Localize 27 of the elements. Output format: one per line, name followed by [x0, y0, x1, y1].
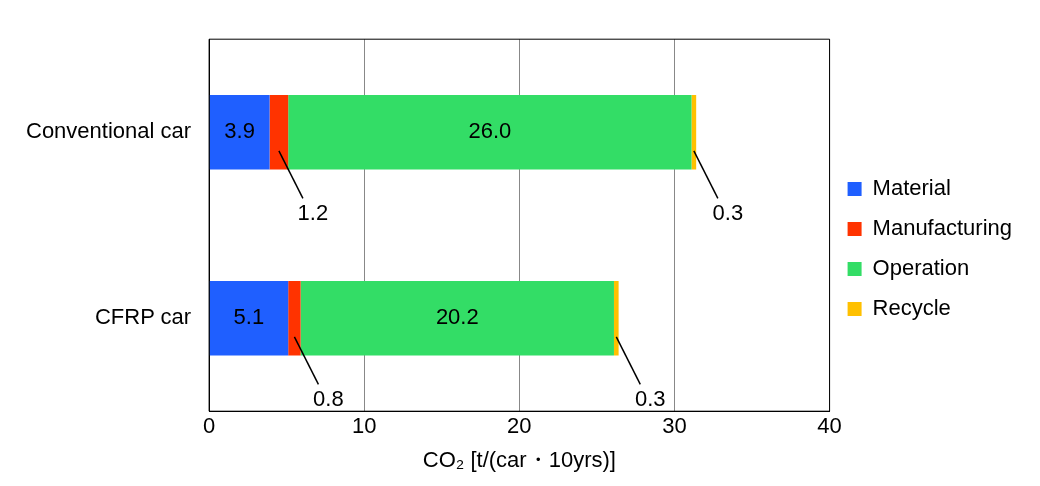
data-label: 1.2	[297, 200, 329, 226]
legend-label: Recycle	[872, 295, 951, 321]
legend-label: Material	[872, 175, 951, 201]
x-tick-label: 20	[507, 413, 532, 439]
legend-label: Manufacturing	[872, 215, 1013, 241]
x-tick-label: 10	[351, 413, 377, 439]
data-label: 3.9	[224, 118, 255, 144]
data-label: 0.8	[313, 386, 344, 412]
bar	[288, 95, 692, 170]
legend-label: Operation	[872, 255, 970, 281]
data-label: 20.2	[435, 304, 479, 330]
bar	[288, 281, 301, 356]
bar	[209, 95, 270, 170]
bar	[209, 281, 289, 356]
y-tick-label: Conventional car	[25, 118, 192, 144]
x-axis-title: CO₂ [t/(car・10yrs)]	[422, 446, 616, 472]
data-label: 5.1	[233, 304, 265, 330]
bar	[300, 281, 614, 356]
data-label: 0.3	[635, 386, 666, 412]
x-tick-label: 40	[817, 413, 842, 439]
x-tick-label: 30	[662, 413, 687, 439]
data-label: 26.0	[468, 118, 512, 144]
bar	[613, 281, 619, 356]
y-tick-label: CFRP car	[94, 304, 192, 330]
data-label: 0.3	[712, 200, 744, 226]
bar	[269, 95, 289, 170]
x-tick-label: 0	[202, 413, 216, 439]
